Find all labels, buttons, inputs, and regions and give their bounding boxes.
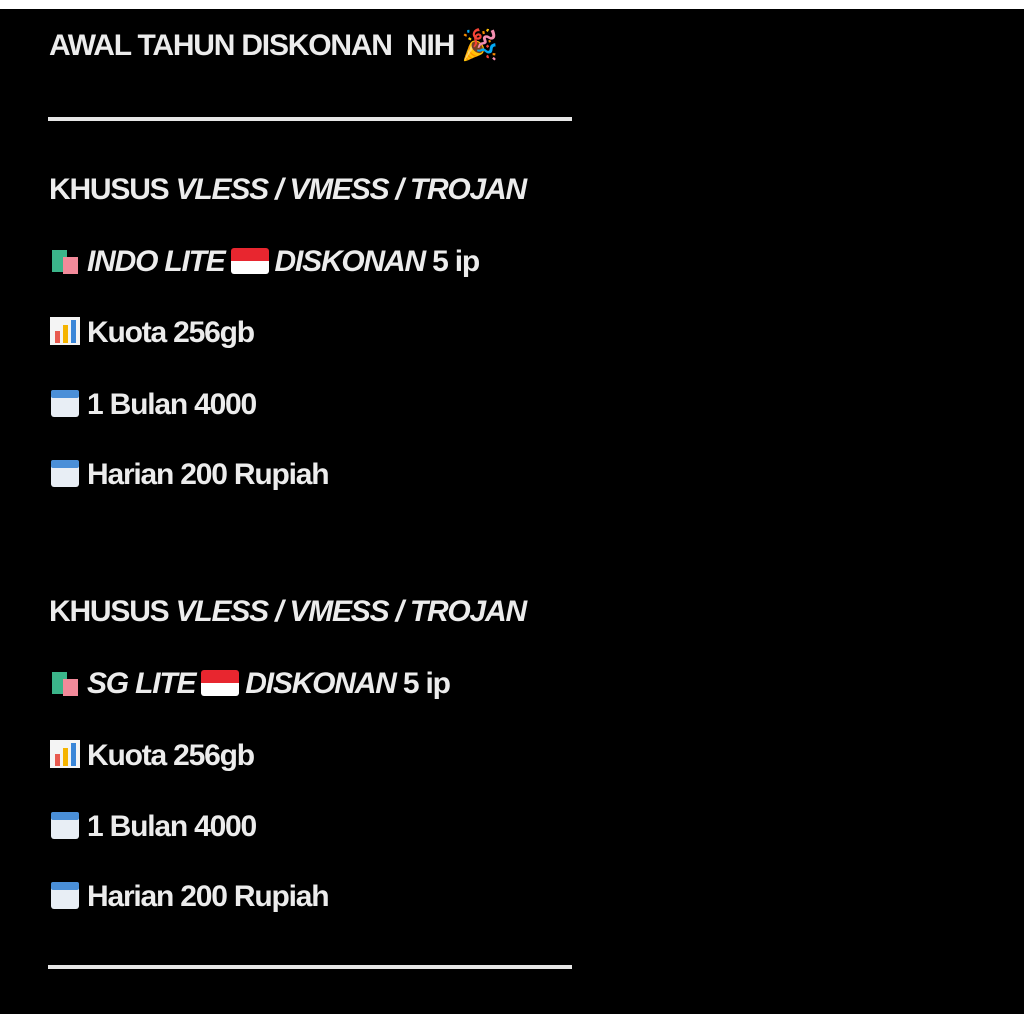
shopping-bags-icon [49, 666, 81, 696]
bar-chart-icon [49, 315, 81, 345]
shopping-bags-icon [49, 244, 81, 274]
calendar-icon [49, 387, 81, 417]
divider [48, 965, 572, 969]
indonesia-flag-icon [230, 248, 269, 274]
product-line: SG LITE DISKONAN 5 ip [49, 666, 451, 702]
singapore-flag-icon [201, 670, 240, 696]
calendar-icon [49, 879, 81, 909]
product-line: INDO LITE DISKONAN 5 ip [49, 244, 480, 280]
quota-line: Kuota 256gb [49, 315, 255, 351]
daily-price-line: Harian 200 Rupiah [49, 879, 330, 915]
section-header: KHUSUS VLESS / VMESS / TROJAN [49, 173, 527, 206]
daily-price-line: Harian 200 Rupiah [49, 457, 330, 493]
monthly-price-line: 1 Bulan 4000 [49, 387, 257, 423]
section-header: KHUSUS VLESS / VMESS / TROJAN [49, 595, 527, 628]
calendar-icon [49, 457, 81, 487]
quota-line: Kuota 256gb [49, 738, 255, 774]
calendar-icon [49, 809, 81, 839]
divider [48, 117, 572, 121]
monthly-price-line: 1 Bulan 4000 [49, 809, 257, 845]
party-popper-icon: 🎉 [461, 29, 498, 62]
promo-post: AWAL TAHUN DISKONAN NIH 🎉 KHUSUS VLESS /… [0, 9, 1024, 1014]
post-title: AWAL TAHUN DISKONAN NIH 🎉 [49, 29, 499, 62]
bar-chart-icon [49, 738, 81, 768]
